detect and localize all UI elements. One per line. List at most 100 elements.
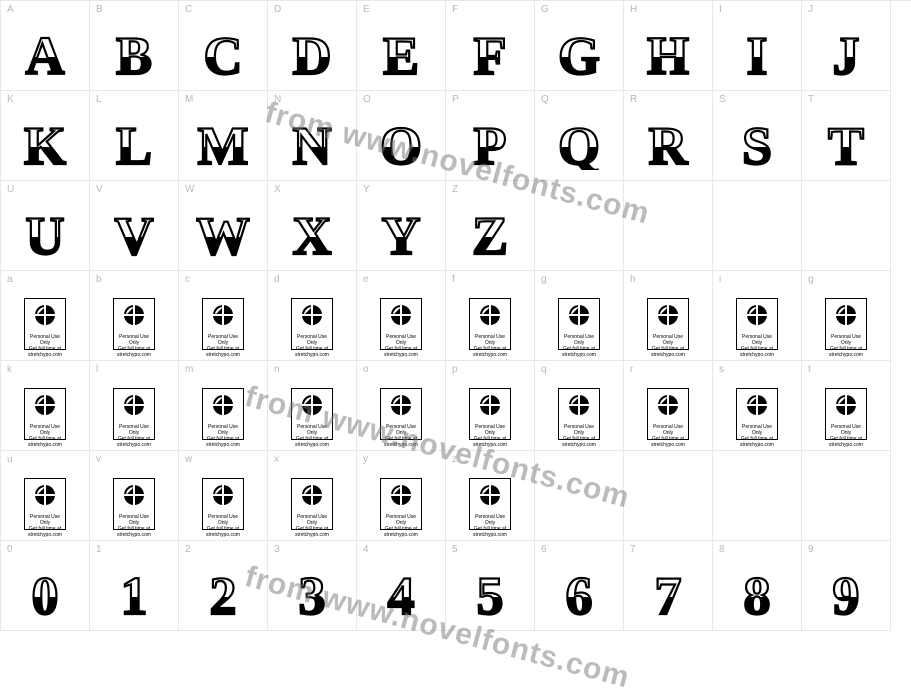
glyph-B: B B [90, 20, 178, 80]
cell-label: N [274, 94, 281, 105]
glyph-V: V V [90, 200, 178, 260]
char-cell-5: 5 5 5 [446, 541, 535, 631]
placeholder-glyph: Personal Use OnlyGet full time atstretch… [24, 388, 66, 440]
cell-label: R [630, 94, 637, 105]
char-cell-w: w Personal Use OnlyGet full time atstret… [179, 451, 268, 541]
cell-label: c [185, 274, 190, 285]
placeholder-text: Personal Use OnlyGet full time atstretch… [472, 424, 508, 448]
glyph-9: 9 9 [802, 560, 890, 620]
cell-label: g [808, 274, 814, 285]
char-cell-Q: Q Q Q [535, 91, 624, 181]
placeholder-glyph: Personal Use OnlyGet full time atstretch… [24, 298, 66, 350]
glyph-7: 7 7 [624, 560, 712, 620]
placeholder-text: Personal Use OnlyGet full time atstretch… [828, 424, 864, 448]
cell-label: 1 [96, 544, 102, 555]
cell-label: b [96, 274, 102, 285]
placeholder-text: Personal Use OnlyGet full time atstretch… [205, 334, 241, 358]
cell-label: F [452, 4, 458, 15]
char-cell-m: m Personal Use OnlyGet full time atstret… [179, 361, 268, 451]
empty-cell [713, 181, 802, 271]
glyph-3: 3 3 [268, 560, 356, 620]
char-cell-b: b Personal Use OnlyGet full time atstret… [90, 271, 179, 361]
placeholder-glyph: Personal Use OnlyGet full time atstretch… [291, 478, 333, 530]
glyph-K: K K [1, 110, 89, 170]
char-cell-n: n Personal Use OnlyGet full time atstret… [268, 361, 357, 451]
placeholder-logo-icon [656, 303, 680, 332]
char-cell-9: 9 9 9 [802, 541, 891, 631]
placeholder-text: Personal Use OnlyGet full time atstretch… [116, 514, 152, 538]
char-cell-W: W W W [179, 181, 268, 271]
glyph-N: N N [268, 110, 356, 170]
cell-label: r [630, 364, 633, 375]
glyph-1: 1 1 [90, 560, 178, 620]
char-cell-y: y Personal Use OnlyGet full time atstret… [357, 451, 446, 541]
cell-label: X [274, 184, 281, 195]
placeholder-logo-icon [389, 483, 413, 512]
glyph-S: S S [713, 110, 801, 170]
placeholder-glyph: Personal Use OnlyGet full time atstretch… [469, 298, 511, 350]
placeholder-text: Personal Use OnlyGet full time atstretch… [27, 424, 63, 448]
char-cell-K: K K K [1, 91, 90, 181]
placeholder-glyph: Personal Use OnlyGet full time atstretch… [380, 388, 422, 440]
placeholder-glyph: Personal Use OnlyGet full time atstretch… [113, 388, 155, 440]
char-cell-2: 2 2 2 [179, 541, 268, 631]
char-cell-g: g Personal Use OnlyGet full time atstret… [802, 271, 891, 361]
cell-label: a [7, 274, 13, 285]
cell-label: u [7, 454, 13, 465]
placeholder-glyph: Personal Use OnlyGet full time atstretch… [113, 298, 155, 350]
placeholder-text: Personal Use OnlyGet full time atstretch… [561, 424, 597, 448]
placeholder-glyph: Personal Use OnlyGet full time atstretch… [825, 388, 867, 440]
placeholder-logo-icon [389, 303, 413, 332]
char-cell-d: d Personal Use OnlyGet full time atstret… [268, 271, 357, 361]
char-cell-v: v Personal Use OnlyGet full time atstret… [90, 451, 179, 541]
cell-label: 0 [7, 544, 13, 555]
placeholder-glyph: Personal Use OnlyGet full time atstretch… [202, 478, 244, 530]
cell-label: P [452, 94, 459, 105]
placeholder-glyph: Personal Use OnlyGet full time atstretch… [202, 298, 244, 350]
cell-label: m [185, 364, 193, 375]
glyph-D: D D [268, 20, 356, 80]
char-cell-Y: Y Y Y [357, 181, 446, 271]
placeholder-text: Personal Use OnlyGet full time atstretch… [739, 334, 775, 358]
placeholder-glyph: Personal Use OnlyGet full time atstretch… [469, 478, 511, 530]
character-map-grid: A A A B B B C C C D D D E E E F F F G [0, 0, 911, 631]
empty-cell [624, 451, 713, 541]
placeholder-text: Personal Use OnlyGet full time atstretch… [650, 334, 686, 358]
char-cell-O: O O O [357, 91, 446, 181]
placeholder-glyph: Personal Use OnlyGet full time atstretch… [736, 388, 778, 440]
char-cell-C: C C C [179, 1, 268, 91]
cell-label: p [452, 364, 458, 375]
placeholder-glyph: Personal Use OnlyGet full time atstretch… [380, 298, 422, 350]
char-cell-N: N N N [268, 91, 357, 181]
glyph-X: X X [268, 200, 356, 260]
placeholder-logo-icon [300, 303, 324, 332]
placeholder-logo-icon [211, 483, 235, 512]
glyph-0: 0 0 [1, 560, 89, 620]
placeholder-logo-icon [478, 303, 502, 332]
char-cell-0: 0 0 0 [1, 541, 90, 631]
cell-label: x [274, 454, 279, 465]
empty-cell [535, 451, 624, 541]
placeholder-logo-icon [300, 393, 324, 422]
glyph-P: P P [446, 110, 534, 170]
placeholder-text: Personal Use OnlyGet full time atstretch… [27, 334, 63, 358]
glyph-4: 4 4 [357, 560, 445, 620]
char-cell-3: 3 3 3 [268, 541, 357, 631]
glyph-L: L L [90, 110, 178, 170]
placeholder-text: Personal Use OnlyGet full time atstretch… [828, 334, 864, 358]
cell-label: w [185, 454, 192, 465]
char-cell-D: D D D [268, 1, 357, 91]
char-cell-a: a Personal Use OnlyGet full time atstret… [1, 271, 90, 361]
placeholder-text: Personal Use OnlyGet full time atstretch… [383, 514, 419, 538]
placeholder-glyph: Personal Use OnlyGet full time atstretch… [736, 298, 778, 350]
cell-label: i [719, 274, 721, 285]
glyph-J: J J [802, 20, 890, 80]
placeholder-glyph: Personal Use OnlyGet full time atstretch… [558, 298, 600, 350]
placeholder-text: Personal Use OnlyGet full time atstretch… [383, 424, 419, 448]
char-cell-o: o Personal Use OnlyGet full time atstret… [357, 361, 446, 451]
empty-cell [624, 181, 713, 271]
cell-label: f [452, 274, 455, 285]
char-cell-4: 4 4 4 [357, 541, 446, 631]
placeholder-logo-icon [122, 303, 146, 332]
glyph-E: E E [357, 20, 445, 80]
